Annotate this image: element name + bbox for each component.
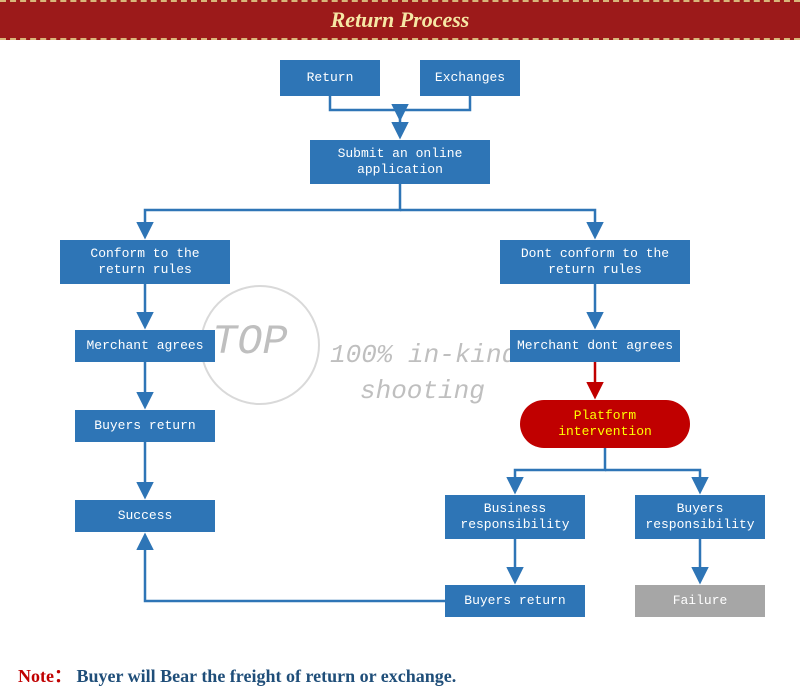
- footnote-label: Note：: [18, 666, 72, 686]
- edge: [145, 536, 445, 601]
- node-dontconform: Dont conform to the return rules: [500, 240, 690, 284]
- watermark-line2: shooting: [360, 376, 485, 406]
- node-platform: Platform intervention: [520, 400, 690, 448]
- node-merchagree: Merchant agrees: [75, 330, 215, 362]
- footnote-text: Buyer will Bear the freight of return or…: [76, 666, 456, 686]
- node-exchanges: Exchanges: [420, 60, 520, 96]
- node-buyersret2: Buyers return: [445, 585, 585, 617]
- node-buyersret1: Buyers return: [75, 410, 215, 442]
- edge: [400, 96, 470, 110]
- node-conform: Conform to the return rules: [60, 240, 230, 284]
- node-failure: Failure: [635, 585, 765, 617]
- node-submit: Submit an online application: [310, 140, 490, 184]
- node-bizresp: Business responsibility: [445, 495, 585, 539]
- edge: [145, 184, 400, 236]
- edge: [400, 210, 595, 236]
- page-title: Return Process: [331, 7, 470, 33]
- footnote: Note： Buyer will Bear the freight of ret…: [18, 662, 456, 688]
- flowchart-canvas: TOP 100% in-kind shooting Note： Buyer wi…: [0, 40, 800, 695]
- watermark-circle: [200, 285, 320, 405]
- node-merchdont: Merchant dont agrees: [510, 330, 680, 362]
- watermark-top: TOP: [212, 318, 288, 366]
- watermark-line1: 100% in-kind: [330, 340, 517, 370]
- node-buyresp: Buyers responsibility: [635, 495, 765, 539]
- edge: [605, 470, 700, 491]
- header-band: Return Process: [0, 0, 800, 40]
- edge: [330, 96, 400, 118]
- edge: [515, 448, 605, 491]
- node-return: Return: [280, 60, 380, 96]
- node-success: Success: [75, 500, 215, 532]
